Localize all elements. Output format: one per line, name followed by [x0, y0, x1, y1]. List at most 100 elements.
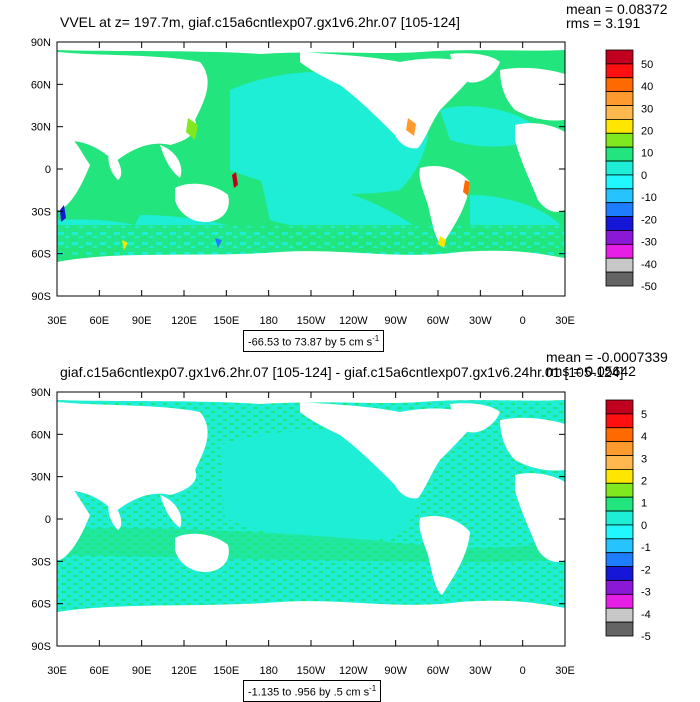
- bottom-range-unit-sup: -1: [369, 684, 377, 693]
- bottom-colorbar-swatch: [605, 399, 634, 415]
- bottom-lon-label: 90W: [384, 665, 407, 677]
- bottom-colorbar-swatch: [605, 524, 634, 540]
- top-colorbar-label: 50: [641, 59, 653, 71]
- bottom-colorbar: [605, 399, 634, 637]
- bottom-colorbar-label: -3: [641, 587, 651, 599]
- top-colorbar-swatch: [605, 49, 634, 65]
- top-lon-label: 120E: [171, 315, 197, 327]
- top-range-box: -66.53 to 73.87 by 5 cm s-1: [243, 330, 385, 352]
- top-lat-axis: 90N 60N 30N 0 30S 60S 90S: [31, 37, 565, 303]
- top-colorbar-label: -10: [641, 192, 657, 204]
- bottom-lon-label: 60E: [90, 665, 110, 677]
- bottom-lon-label: 120W: [339, 665, 368, 677]
- top-map: 90N 60N 30N 0 30S 60S 90S 30E 60E 90E 120E 150E 180…: [31, 37, 657, 327]
- top-colorbar-swatch: [605, 77, 634, 93]
- bottom-colorbar-label: 2: [641, 476, 647, 488]
- bottom-colorbar-swatch: [605, 566, 634, 581]
- top-colorbar-label: 30: [641, 103, 653, 115]
- bottom-colorbar-swatch: [605, 469, 634, 484]
- top-colorbar-label: -50: [641, 281, 657, 293]
- bottom-lat-label: 60N: [31, 429, 51, 441]
- bottom-lon-label: 60W: [427, 665, 450, 677]
- top-lon-label: 180: [259, 315, 277, 327]
- bottom-lon-label: 30W: [469, 665, 492, 677]
- top-colorbar-label: 0: [641, 170, 647, 182]
- top-lon-label: 90W: [384, 315, 407, 327]
- top-colorbar-swatch: [605, 146, 634, 162]
- top-lon-label: 150W: [297, 315, 326, 327]
- bottom-colorbar-swatch: [605, 607, 634, 623]
- top-rms: rms = 3.191: [566, 15, 641, 31]
- top-lat-label: 90N: [31, 37, 51, 49]
- bottom-colorbar-label: 1: [641, 498, 647, 510]
- top-lat-label: 30S: [31, 206, 51, 218]
- top-colorbar-swatch: [605, 91, 634, 106]
- bottom-map: 90N 60N 30N 0 30S 60S 90S 30E 60E 90E 120E 150E 180…: [31, 387, 651, 677]
- top-colorbar-swatch: [605, 188, 634, 204]
- bottom-lon-label: 30E: [47, 665, 67, 677]
- top-lon-label: 90E: [132, 315, 152, 327]
- bottom-colorbar-label: -5: [641, 631, 651, 643]
- top-panel: VVEL at z= 197.7m, giaf.c15a6cntlexp07.g…: [0, 0, 700, 352]
- bottom-lat-label: 60S: [31, 599, 51, 611]
- top-lat-label: 30N: [31, 122, 51, 134]
- bottom-colorbar-label: 4: [641, 431, 647, 443]
- bottom-lon-label: 180: [259, 665, 277, 677]
- bottom-range-label: -1.135 to .956 by .5 cm s: [248, 686, 370, 699]
- top-colorbar-swatch: [605, 243, 634, 259]
- bottom-colorbar-swatch: [605, 510, 634, 526]
- top-colorbar-label: -30: [641, 237, 657, 249]
- bottom-lon-label: 150W: [297, 665, 326, 677]
- bottom-colorbar-swatch: [605, 455, 634, 470]
- top-title: VVEL at z= 197.7m, giaf.c15a6cntlexp07.g…: [60, 14, 460, 30]
- top-colorbar-label: 10: [641, 148, 653, 160]
- top-lon-label: 0: [520, 315, 526, 327]
- top-lat-label: 60N: [31, 79, 51, 91]
- bottom-rms: rms = 0.05642: [546, 363, 636, 379]
- top-lon-label: 60W: [427, 315, 450, 327]
- bottom-lon-label: 0: [520, 665, 526, 677]
- bottom-colorbar-swatch: [605, 580, 634, 595]
- top-colorbar-label: -40: [641, 259, 657, 271]
- bottom-lat-label: 90S: [31, 641, 51, 653]
- bottom-mean: mean = -0.0007339: [546, 349, 668, 365]
- bottom-lon-label: 150E: [213, 665, 239, 677]
- top-range-unit-sup: -1: [372, 334, 380, 343]
- top-range-label: -66.53 to 73.87 by 5 cm s: [248, 336, 373, 349]
- top-colorbar-label: 40: [641, 81, 653, 93]
- top-lat-label: 0: [45, 164, 51, 176]
- top-lon-label: 60E: [90, 315, 110, 327]
- top-colorbar-swatch: [605, 105, 634, 120]
- top-colorbar-swatch: [605, 202, 634, 217]
- bottom-colorbar-swatch: [605, 552, 634, 567]
- top-colorbar-swatch: [605, 119, 634, 134]
- bottom-lon-label: 120E: [171, 665, 197, 677]
- top-colorbar-label: 20: [641, 126, 653, 138]
- bottom-lat-axis: 90N 60N 30N 0 30S 60S 90S: [31, 387, 565, 653]
- bottom-colorbar-swatch: [605, 538, 634, 554]
- bottom-range-box: -1.135 to .956 by .5 cm s-1: [243, 680, 382, 702]
- bottom-lon-label: 30E: [555, 665, 575, 677]
- bottom-panel: giaf.c15a6cntlexp07.gx1v6.2hr.07 [105-12…: [0, 349, 700, 702]
- top-mean: mean = 0.08372: [566, 1, 668, 17]
- top-colorbar-swatch: [605, 174, 634, 190]
- bottom-colorbar-swatch: [605, 621, 634, 637]
- top-colorbar-swatch: [605, 63, 634, 79]
- bottom-colorbar-swatch: [605, 413, 634, 429]
- top-lon-label: 30E: [555, 315, 575, 327]
- top-lat-label: 90S: [31, 291, 51, 303]
- bottom-lat-label: 30N: [31, 472, 51, 484]
- bottom-lon-label: 90E: [132, 665, 152, 677]
- top-colorbar-swatch: [605, 230, 634, 245]
- top-lon-label: 30W: [469, 315, 492, 327]
- bottom-colorbar-label: -1: [641, 542, 651, 554]
- bottom-lat-label: 90N: [31, 387, 51, 399]
- bottom-lon-axis: 30E 60E 90E 120E 150E 180 150W 120W 90W 60W 30W 0 30…: [47, 392, 575, 677]
- top-colorbar-swatch: [605, 132, 634, 148]
- bottom-colorbar-label: -2: [641, 564, 651, 576]
- bottom-title: giaf.c15a6cntlexp07.gx1v6.2hr.07 [105-12…: [60, 364, 624, 380]
- top-lat-label: 60S: [31, 249, 51, 261]
- bottom-colorbar-swatch: [605, 441, 634, 456]
- bottom-colorbar-swatch: [605, 482, 634, 498]
- top-colorbar-swatch: [605, 271, 634, 287]
